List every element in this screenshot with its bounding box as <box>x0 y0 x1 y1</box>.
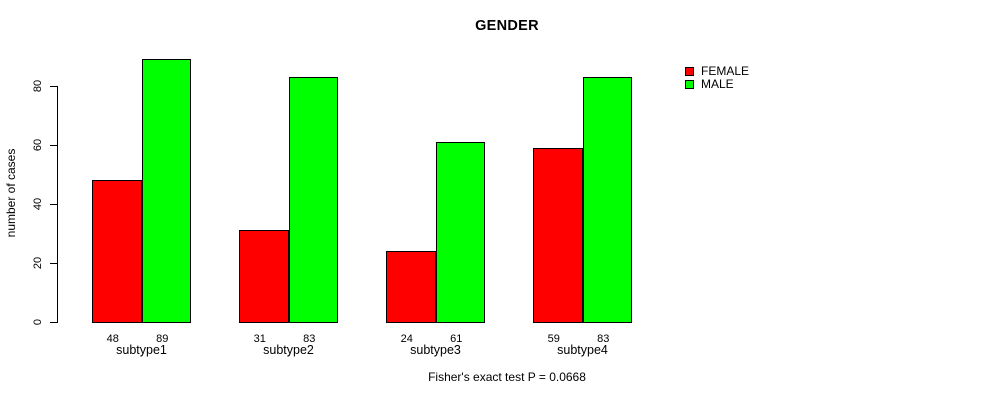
legend-item-male: MALE <box>685 78 749 90</box>
y-axis-tick-label: 0 <box>32 318 44 326</box>
x-axis-category-label: subtype3 <box>410 343 461 357</box>
bar-value-label: 24 <box>400 333 413 345</box>
chart-title: GENDER <box>475 18 539 34</box>
bar-value-label: 48 <box>106 333 119 345</box>
legend-item-female: FEMALE <box>685 65 749 77</box>
y-axis-tick <box>50 144 57 146</box>
legend-label: MALE <box>701 77 734 91</box>
bar-male-subtype3 <box>435 141 485 323</box>
bar-value-label: 61 <box>450 333 463 345</box>
legend-label: FEMALE <box>701 64 750 78</box>
bar-value-label: 83 <box>303 333 316 345</box>
bar-value-label: 59 <box>547 333 560 345</box>
bar-value-label: 89 <box>156 333 169 345</box>
x-axis-category-label: subtype1 <box>116 343 167 357</box>
bar-value-label: 31 <box>253 333 266 345</box>
bar-female-subtype1 <box>92 180 142 323</box>
y-axis-tick <box>50 85 57 87</box>
y-axis-tick-label: 60 <box>32 138 44 151</box>
y-axis-line <box>57 86 58 323</box>
y-axis-tick <box>50 322 57 323</box>
bar-male-subtype1 <box>141 59 191 323</box>
legend-swatch-male <box>685 79 694 89</box>
legend: FEMALE MALE <box>685 65 749 91</box>
bar-male-subtype2 <box>288 76 338 323</box>
bar-male-subtype4 <box>582 76 632 323</box>
bar-female-subtype2 <box>239 230 289 323</box>
y-axis-label: number of cases <box>4 148 18 238</box>
bar-female-subtype3 <box>386 251 436 323</box>
annotation-fisher-test: Fisher's exact test P = 0.0668 <box>428 370 586 384</box>
x-axis-category-label: subtype4 <box>557 343 608 357</box>
x-axis-category-label: subtype2 <box>263 343 314 357</box>
y-axis-tick <box>50 262 57 264</box>
y-axis-tick-label: 40 <box>32 197 44 210</box>
y-axis-tick <box>50 203 57 205</box>
bar-value-label: 83 <box>597 333 610 345</box>
y-axis-tick-label: 20 <box>32 256 44 270</box>
legend-swatch-female <box>685 66 694 76</box>
y-axis-tick-label: 80 <box>32 79 44 92</box>
bar-female-subtype4 <box>533 147 583 323</box>
